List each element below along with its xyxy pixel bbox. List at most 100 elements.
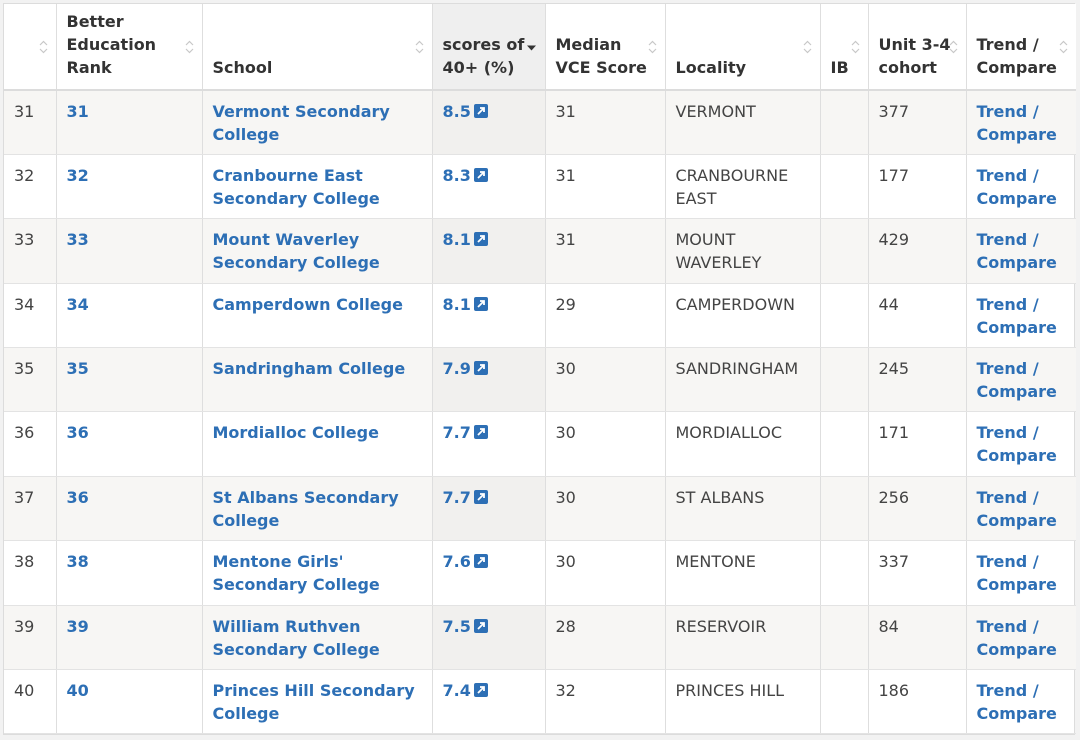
rank-link[interactable]: 40 [66, 681, 89, 701]
trend-cell: Trend / Compare [966, 540, 1076, 606]
external-link-icon[interactable] [473, 296, 488, 311]
trend-compare-link[interactable]: Trend / Compare [976, 681, 1057, 724]
external-link-icon[interactable] [473, 683, 488, 698]
ib-cell [820, 476, 869, 542]
header-scores-label: scores of 40+ (%) [442, 35, 525, 77]
sort-both-icon [39, 40, 47, 54]
rank-link[interactable]: 34 [66, 294, 89, 314]
score-cell: 7.9 [432, 347, 546, 413]
score-link[interactable]: 7.7 [443, 423, 488, 442]
median-cell: 31 [545, 90, 666, 155]
rank-link[interactable]: 33 [66, 230, 89, 250]
median-cell: 28 [545, 605, 666, 671]
trend-cell: Trend / Compare [966, 283, 1076, 349]
score-link[interactable]: 8.1 [443, 295, 488, 314]
rank-link[interactable]: 38 [66, 552, 89, 572]
locality-cell: CRANBOURNE EAST [665, 154, 821, 220]
school-link[interactable]: Cranbourne East Secondary College [212, 165, 380, 208]
header-trend-label: Trend / Compare [976, 35, 1057, 77]
school-link[interactable]: Princes Hill Secondary College [212, 681, 415, 724]
row-index: 34 [4, 283, 57, 349]
table-row: 34 34 Camperdown College 8.1 29 CAMPERDO… [4, 283, 1076, 349]
header-median[interactable]: Median VCE Score [545, 4, 666, 91]
rank-link[interactable]: 39 [66, 616, 89, 636]
school-link[interactable]: Sandringham College [212, 359, 406, 379]
rank-link[interactable]: 35 [66, 359, 89, 379]
score-link[interactable]: 7.5 [443, 617, 488, 636]
external-link-icon[interactable] [473, 232, 488, 247]
header-cohort-label: Unit 3-4 cohort [878, 35, 951, 77]
trend-compare-link[interactable]: Trend / Compare [976, 230, 1057, 273]
header-cohort[interactable]: Unit 3-4 cohort [868, 4, 967, 91]
rank-link[interactable]: 31 [66, 102, 89, 121]
header-school-label: School [212, 58, 273, 77]
rank-link[interactable]: 36 [66, 423, 89, 443]
external-link-icon[interactable] [473, 361, 488, 376]
school-link[interactable]: Camperdown College [212, 294, 403, 314]
header-scores[interactable]: scores of 40+ (%) [432, 4, 546, 91]
median-cell: 30 [545, 476, 666, 542]
header-ib[interactable]: IB [820, 4, 869, 91]
trend-compare-link[interactable]: Trend / Compare [976, 359, 1057, 402]
trend-cell: Trend / Compare [966, 411, 1076, 477]
cohort-cell: 337 [868, 540, 967, 606]
ib-cell [820, 669, 869, 735]
ib-cell [820, 411, 869, 477]
score-link[interactable]: 8.5 [443, 102, 488, 121]
external-link-icon[interactable] [473, 618, 488, 633]
rank-link[interactable]: 36 [66, 487, 89, 507]
external-link-icon[interactable] [473, 554, 488, 569]
external-link-icon[interactable] [473, 104, 488, 118]
trend-compare-link[interactable]: Trend / Compare [976, 423, 1057, 466]
median-cell: 29 [545, 283, 666, 349]
school-link[interactable]: William Ruthven Secondary College [212, 616, 380, 659]
score-cell: 8.3 [432, 154, 546, 220]
row-index: 39 [4, 605, 57, 671]
trend-compare-link[interactable]: Trend / Compare [976, 616, 1057, 659]
sort-both-icon [851, 40, 859, 54]
score-cell: 7.7 [432, 411, 546, 477]
header-index[interactable] [4, 4, 57, 91]
school-link[interactable]: Mordialloc College [212, 423, 379, 443]
score-value: 7.4 [442, 681, 471, 701]
trend-compare-link[interactable]: Trend / Compare [976, 294, 1057, 337]
median-cell: 30 [545, 411, 666, 477]
score-link[interactable]: 7.4 [443, 681, 488, 700]
table-row: 36 36 Mordialloc College 7.7 30 MORDIALL… [4, 411, 1076, 477]
score-link[interactable]: 8.3 [443, 166, 488, 185]
cohort-cell: 377 [868, 90, 967, 155]
score-value: 7.7 [442, 487, 471, 507]
score-link[interactable]: 7.9 [443, 359, 488, 378]
locality-cell: MENTONE [665, 540, 821, 606]
trend-compare-link[interactable]: Trend / Compare [976, 552, 1057, 595]
header-locality[interactable]: Locality [665, 4, 821, 91]
cohort-cell: 429 [868, 218, 967, 284]
trend-compare-link[interactable]: Trend / Compare [976, 102, 1057, 144]
rank-link[interactable]: 32 [66, 165, 89, 185]
external-link-icon[interactable] [473, 489, 488, 504]
row-index: 38 [4, 540, 57, 606]
trend-compare-link[interactable]: Trend / Compare [976, 487, 1057, 530]
table-row: 32 32 Cranbourne East Secondary College … [4, 154, 1076, 220]
header-rank[interactable]: Better Education Rank [56, 4, 203, 91]
school-link[interactable]: Mentone Girls' Secondary College [212, 552, 380, 595]
external-link-icon[interactable] [473, 167, 488, 182]
median-cell: 31 [545, 218, 666, 284]
external-link-icon[interactable] [473, 425, 488, 440]
header-trend[interactable]: Trend / Compare [966, 4, 1076, 91]
schools-table-container: Better Education Rank School scores of 4… [3, 3, 1076, 735]
score-link[interactable]: 8.1 [443, 230, 488, 249]
school-link[interactable]: St Albans Secondary College [212, 487, 399, 530]
school-link[interactable]: Mount Waverley Secondary College [212, 230, 380, 273]
score-link[interactable]: 7.6 [443, 552, 488, 571]
school-link[interactable]: Vermont Secondary College [212, 102, 390, 144]
score-cell: 7.6 [432, 540, 546, 606]
trend-compare-link[interactable]: Trend / Compare [976, 165, 1057, 208]
cohort-cell: 44 [868, 283, 967, 349]
score-link[interactable]: 7.7 [443, 488, 488, 507]
trend-cell: Trend / Compare [966, 347, 1076, 413]
rank-link-cell: 31 [56, 90, 203, 155]
header-school[interactable]: School [202, 4, 433, 91]
school-cell: Mount Waverley Secondary College [202, 218, 433, 284]
school-cell: William Ruthven Secondary College [202, 605, 433, 671]
